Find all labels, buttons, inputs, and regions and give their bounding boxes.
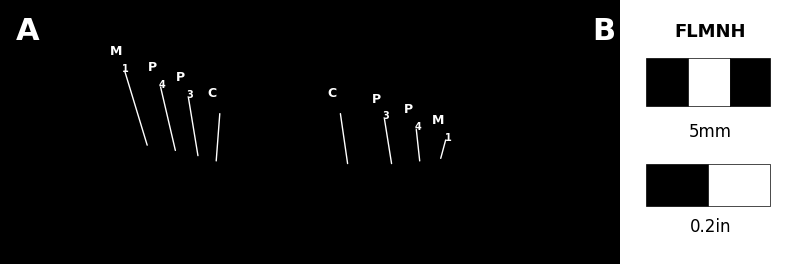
Bar bbox=[646, 58, 688, 106]
Text: P: P bbox=[371, 93, 381, 106]
Text: P: P bbox=[175, 72, 185, 84]
Text: 0.2in: 0.2in bbox=[690, 218, 731, 236]
Text: A: A bbox=[16, 17, 40, 46]
Bar bbox=[708, 164, 770, 206]
Text: P: P bbox=[403, 103, 413, 116]
Text: P: P bbox=[147, 61, 157, 74]
Text: 4: 4 bbox=[414, 122, 421, 132]
Text: FLMNH: FLMNH bbox=[674, 23, 746, 41]
FancyBboxPatch shape bbox=[620, 0, 800, 264]
Text: C: C bbox=[207, 87, 217, 100]
Text: 4: 4 bbox=[158, 80, 165, 90]
Text: 5mm: 5mm bbox=[689, 123, 732, 141]
Text: 1: 1 bbox=[445, 133, 451, 143]
Bar bbox=[688, 58, 730, 106]
Text: M: M bbox=[432, 114, 445, 127]
Text: B: B bbox=[593, 17, 615, 46]
Text: C: C bbox=[327, 87, 337, 100]
Text: M: M bbox=[110, 45, 122, 58]
Bar bbox=[730, 58, 770, 106]
Text: 3: 3 bbox=[186, 90, 193, 100]
Text: 3: 3 bbox=[382, 111, 389, 121]
Text: 1: 1 bbox=[122, 64, 129, 74]
Bar bbox=[646, 164, 708, 206]
